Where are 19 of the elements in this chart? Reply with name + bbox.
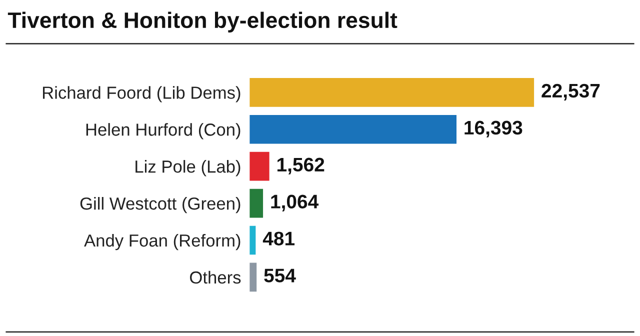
bar [250,152,270,181]
chart-title: Tiverton & Honiton by-election result [8,12,398,32]
bar [250,78,534,107]
data-label: 1,562 [277,158,324,174]
bar [250,188,264,218]
bar [250,262,257,292]
y-tick-label: Andy Foan (Reform) [84,234,240,250]
y-tick-label: Liz Pole (Lab) [136,160,240,176]
data-label: 22,537 [542,84,600,100]
data-label: 481 [262,232,295,246]
y-tick-label: Others [190,270,241,284]
data-label: 554 [264,268,296,282]
y-tick-label: Helen Hurford (Con) [86,123,240,140]
y-tick-label: Richard Foord (Lib Dems) [42,86,240,102]
bar [250,226,256,255]
bar [250,114,456,144]
y-tick-label: Gill Westcott (Green) [80,196,240,214]
data-label: 1,064 [271,194,319,212]
data-label: 16,393 [464,120,522,138]
